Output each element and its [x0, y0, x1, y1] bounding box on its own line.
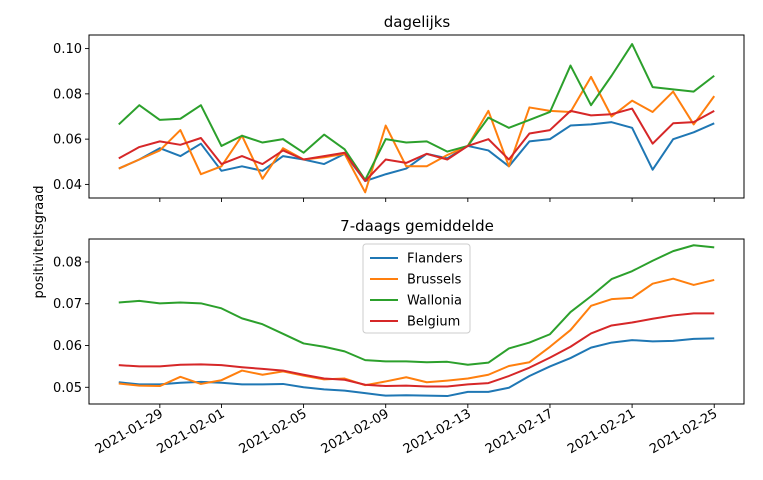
- y-tick-label: 0.08: [53, 87, 82, 102]
- y-tick-label: 0.06: [53, 133, 82, 148]
- y-tick-label: 0.10: [53, 42, 82, 57]
- plot-frame: [88, 238, 745, 405]
- y-tick-label: 0.06: [53, 339, 82, 354]
- series-line-wallonia: [118, 244, 715, 366]
- series-line-flanders: [118, 337, 715, 398]
- legend-label: Wallonia: [407, 294, 462, 309]
- series-line-belgium: [118, 312, 715, 388]
- series-line-flanders: [118, 121, 715, 183]
- top-chart-title: dagelijks: [384, 13, 451, 31]
- legend-box: [362, 243, 471, 334]
- top-chart: 0.04 0.06 0.08 0.10: [53, 34, 745, 202]
- plot-frame: [88, 34, 745, 199]
- series-line-belgium: [118, 107, 715, 183]
- series-line-brussels: [118, 277, 715, 388]
- legend-label: Flanders: [407, 252, 463, 267]
- y-tick-label: 0.08: [53, 255, 82, 270]
- y-tick-label: 0.07: [53, 297, 82, 312]
- bottom-chart-title: 7-daags gemiddelde: [340, 217, 494, 235]
- legend-label: Brussels: [407, 273, 462, 288]
- y-tick-label: 0.04: [53, 178, 82, 193]
- legend: Flanders Brussels Wallonia Belgium: [362, 243, 471, 334]
- legend-label: Belgium: [407, 315, 460, 330]
- series-line-wallonia: [118, 43, 715, 181]
- y-axis-label: positiviteitsgraad: [32, 186, 47, 299]
- y-tick-label: 0.05: [53, 381, 82, 396]
